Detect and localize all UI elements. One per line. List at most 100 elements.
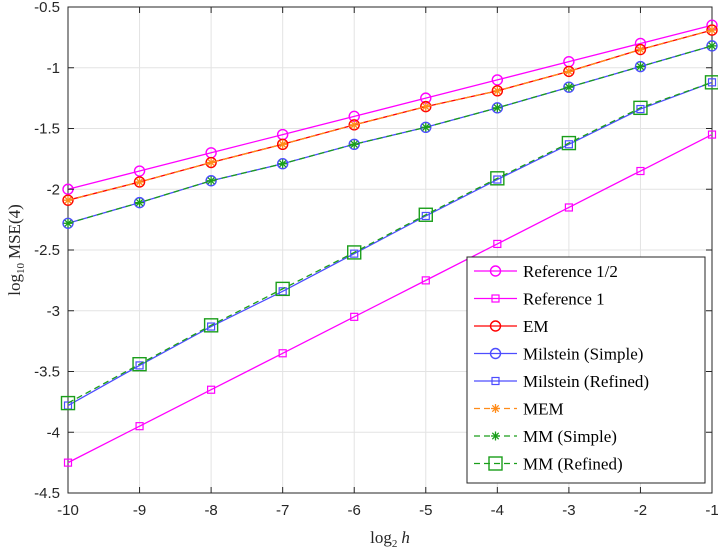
circle-marker — [563, 65, 575, 78]
star-stroke — [422, 123, 430, 131]
series-mm-simple — [63, 41, 717, 228]
star-stroke — [350, 140, 358, 148]
star-stroke — [565, 67, 573, 76]
x-tick-label: -2 — [634, 502, 647, 519]
series-line — [67, 81, 713, 404]
square-marker — [564, 203, 573, 212]
circle-marker — [133, 176, 146, 188]
square-marker — [347, 245, 362, 260]
star-stroke — [636, 62, 645, 71]
x-axis-label-variable: h — [401, 528, 410, 547]
square-marker — [275, 281, 290, 297]
star-stroke — [708, 26, 716, 34]
square-marker — [488, 456, 503, 471]
legend-label: MEM — [523, 400, 564, 419]
series-line — [67, 81, 713, 407]
y-tick-label: -3.5 — [34, 364, 60, 381]
circle-marker — [634, 43, 647, 56]
circle-marker — [276, 138, 289, 150]
star-marker — [707, 41, 717, 51]
square-marker — [278, 349, 287, 358]
star-stroke — [493, 104, 501, 112]
y-axis-label-main: log — [5, 274, 24, 296]
x-tick-label: -7 — [276, 502, 289, 519]
x-tick-label: -1 — [705, 502, 718, 519]
circle-marker — [489, 265, 502, 277]
star-marker — [491, 431, 500, 441]
circle-marker — [563, 81, 575, 93]
circle-marker — [491, 74, 504, 86]
series-line — [67, 29, 713, 201]
legend-entry: MEM — [474, 400, 564, 419]
series-milstein-simple — [62, 40, 718, 229]
x-axis-label-main: log — [370, 528, 392, 547]
square-marker — [207, 385, 216, 394]
star-stroke — [279, 160, 287, 168]
y-tick-label: -2 — [47, 181, 60, 198]
square-marker — [135, 422, 144, 431]
star-stroke — [350, 121, 358, 129]
circle-marker — [420, 100, 432, 113]
y-tick-label: -4 — [47, 424, 60, 441]
square-marker — [490, 171, 505, 186]
legend: Reference 1/2 Reference 1 EM Milstein (Simp… — [466, 256, 706, 484]
series-reference-1 — [63, 130, 717, 467]
circle-marker — [62, 194, 74, 206]
star-stroke — [64, 196, 72, 204]
circle-marker — [491, 85, 504, 97]
star-marker — [206, 158, 216, 168]
legend-label: Milstein (Simple) — [523, 345, 643, 364]
square-marker — [491, 376, 500, 386]
y-tick-label: -1.5 — [34, 121, 60, 138]
legend-entry: Reference 1/2 — [474, 262, 618, 281]
star-marker — [421, 122, 431, 132]
x-tick-label: -5 — [419, 502, 432, 519]
square-marker — [350, 249, 359, 258]
y-tick-label: -1 — [47, 60, 60, 77]
series-line — [67, 133, 713, 464]
y-tick-label: -2.5 — [34, 242, 60, 259]
circle-marker — [133, 165, 146, 177]
circle-marker — [133, 196, 146, 209]
star-marker — [206, 176, 216, 186]
y-axis-label-rest: MSE(4) — [5, 204, 24, 259]
legend-entry: MM (Refined) — [474, 455, 623, 474]
x-axis-label: log2 h — [370, 528, 410, 550]
square-marker — [418, 207, 433, 222]
circle-marker — [62, 217, 74, 229]
star-marker — [564, 82, 574, 92]
circle-marker — [706, 24, 718, 36]
y-tick-label: -0.5 — [34, 0, 60, 16]
star-marker — [63, 195, 73, 205]
square-marker — [207, 322, 216, 331]
star-marker — [349, 120, 359, 130]
x-tick-label: -6 — [348, 502, 361, 519]
square-marker — [135, 361, 144, 370]
star-marker — [278, 159, 288, 169]
star-marker — [707, 25, 717, 35]
circle-marker — [706, 40, 718, 52]
star-marker — [491, 404, 500, 413]
square-marker — [493, 239, 502, 249]
star-stroke — [636, 45, 645, 54]
star-marker — [564, 66, 574, 76]
legend-label: Reference 1 — [523, 290, 605, 309]
legend-entry: EM — [474, 317, 549, 336]
star-stroke — [279, 140, 287, 148]
y-tick-label: -3 — [47, 303, 60, 320]
series-line — [67, 45, 713, 224]
square-marker — [421, 276, 430, 285]
square-marker — [707, 78, 717, 87]
circle-marker — [205, 175, 217, 187]
series-reference-1-2 — [62, 19, 718, 195]
square-marker — [60, 395, 76, 411]
star-stroke — [207, 177, 215, 185]
star-marker — [635, 62, 645, 72]
star-stroke — [491, 432, 500, 440]
series-mm-refined — [60, 75, 718, 411]
square-marker — [704, 75, 718, 90]
star-marker — [635, 45, 645, 55]
square-marker — [203, 318, 219, 333]
x-axis-label-subscript: 2 — [392, 538, 398, 550]
